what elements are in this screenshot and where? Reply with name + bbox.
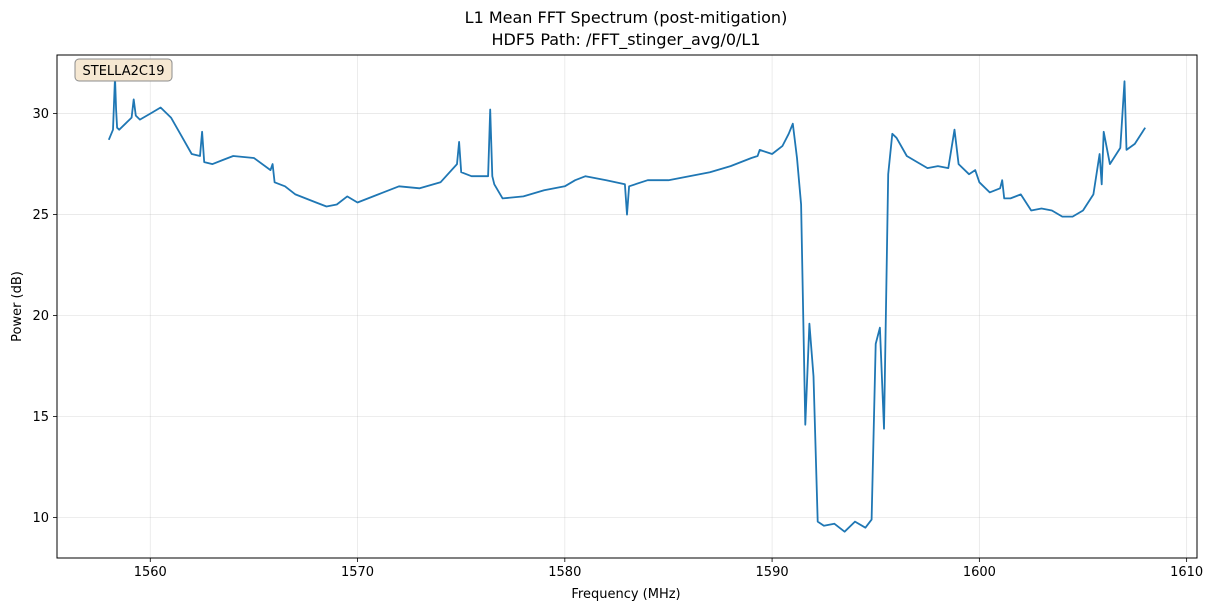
annotation-badge: STELLA2C19 xyxy=(74,58,173,82)
plot-frame xyxy=(56,54,1198,559)
x-tick-label: 1610 xyxy=(1170,565,1203,580)
x-axis: 1560 1570 1580 1590 1600 1610 xyxy=(134,558,1203,580)
y-axis: 10 15 20 25 30 xyxy=(32,107,57,526)
x-tick-label: 1560 xyxy=(134,565,167,580)
x-tick-label: 1590 xyxy=(756,565,789,580)
y-axis-label: Power (dB) xyxy=(10,271,25,342)
y-tick-label: 10 xyxy=(32,511,49,526)
y-tick-label: 30 xyxy=(32,107,49,122)
chart-title: L1 Mean FFT Spectrum (post-mitigation) xyxy=(465,8,788,27)
y-tick-label: 15 xyxy=(32,410,49,425)
y-tick-label: 25 xyxy=(32,208,49,223)
grid xyxy=(57,55,1197,558)
annotation-badge-box xyxy=(74,58,173,82)
x-tick-label: 1600 xyxy=(963,565,996,580)
chart-subtitle: HDF5 Path: /FFT_stinger_avg/0/L1 xyxy=(492,30,761,50)
y-tick-label: 20 xyxy=(32,309,49,324)
annotation-badge-text: STELLA2C19 xyxy=(83,64,165,79)
x-axis-label: Frequency (MHz) xyxy=(571,587,680,602)
spectrum-line xyxy=(107,76,1146,533)
series-layer xyxy=(107,76,1146,533)
x-tick-label: 1580 xyxy=(548,565,581,580)
x-tick-label: 1570 xyxy=(341,565,374,580)
